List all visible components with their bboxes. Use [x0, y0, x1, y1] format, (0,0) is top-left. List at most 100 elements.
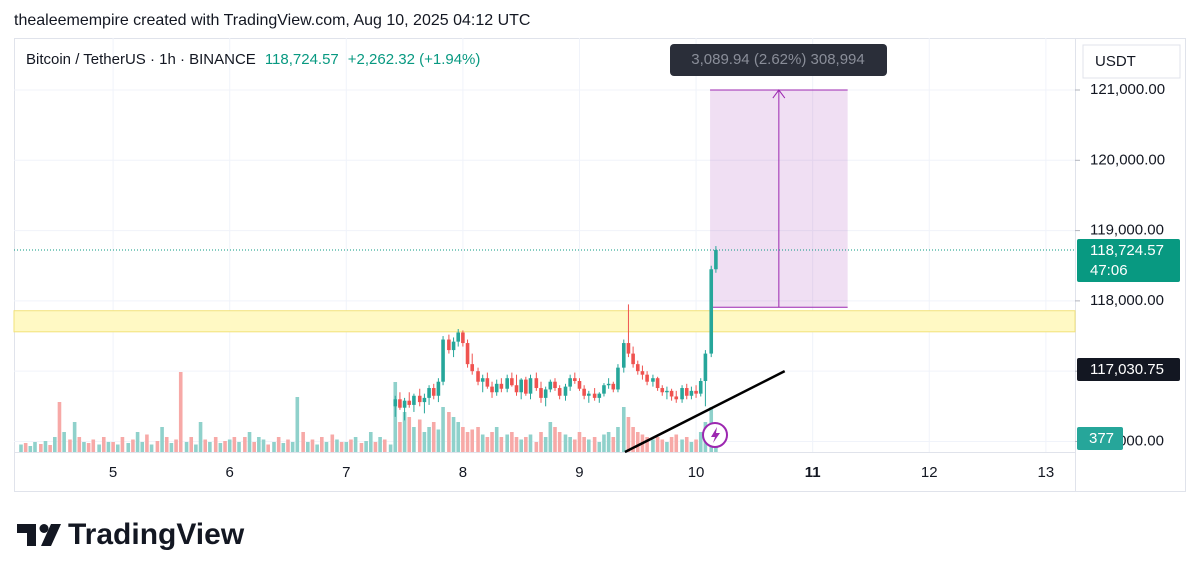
candle-body — [709, 269, 714, 354]
volume-bar — [417, 419, 422, 452]
volume-bar — [616, 427, 620, 452]
volume-bar — [510, 432, 514, 452]
volume-bar — [645, 437, 649, 452]
volume-bar — [344, 442, 349, 452]
candle-body — [669, 390, 674, 397]
volume-bar — [461, 427, 465, 452]
volume-bar — [680, 439, 684, 452]
candle-body — [543, 389, 548, 398]
event-bolt — [711, 427, 720, 443]
volume-bar — [101, 437, 106, 452]
currency: USDT — [1095, 53, 1136, 70]
volume-bar — [368, 432, 373, 452]
volume-bar — [218, 443, 223, 452]
candle-body — [510, 378, 514, 386]
candle-body — [470, 364, 475, 372]
candle-body — [674, 396, 679, 400]
legend-last: 118,724.57 — [265, 51, 339, 68]
volume-bar — [106, 442, 111, 452]
volume-bar — [120, 437, 125, 452]
volume-bar — [62, 432, 66, 452]
volume-bar — [306, 442, 310, 452]
currency-box[interactable] — [1082, 44, 1181, 79]
volume-bar — [451, 417, 456, 452]
volume-bar — [169, 443, 174, 452]
candle-body — [431, 388, 436, 396]
candle-body — [398, 399, 402, 408]
candle-body — [480, 378, 485, 382]
volume-bar — [335, 439, 339, 452]
volume-bar — [237, 442, 241, 452]
candle-body — [528, 378, 533, 394]
volume-bar — [431, 422, 436, 452]
candle-body — [557, 388, 562, 396]
candle-body — [621, 343, 626, 368]
candle-body — [631, 353, 635, 365]
volume-bar — [339, 442, 344, 452]
volume-bar — [315, 444, 319, 452]
volume-bar — [266, 444, 270, 452]
candle-body — [616, 367, 620, 390]
volume-bar — [295, 397, 300, 452]
volume-bar — [160, 427, 164, 452]
volume-bar — [573, 439, 577, 452]
candle-body — [597, 393, 602, 398]
volume-bar — [660, 439, 665, 452]
candle-body — [485, 378, 490, 387]
volume-bar — [164, 437, 169, 452]
volume-bar — [524, 437, 528, 452]
volume-bar — [189, 437, 194, 452]
candle-body — [577, 381, 582, 389]
annotations: 3,089.94 (2.62%) 308,994 — [13, 44, 1076, 454]
volume-bar — [364, 441, 368, 452]
countdown: 47:06 — [1090, 262, 1128, 279]
candle-body — [703, 353, 708, 382]
candle-body — [582, 388, 586, 396]
symbol: Bitcoin / TetherUS · 1h · BINANCE — [26, 51, 256, 68]
volume-bar — [272, 442, 276, 452]
logo-dot — [39, 524, 49, 533]
volume-bar — [178, 372, 183, 452]
volume-bar — [349, 439, 353, 452]
candle-body — [505, 378, 509, 389]
y-tick-label: 120,000.00 — [1090, 151, 1165, 168]
volume-bar — [97, 444, 101, 452]
x-tick-label: 6 — [226, 464, 234, 481]
volume-bar — [485, 437, 490, 452]
volume-bar — [557, 432, 562, 452]
volume-bar — [465, 432, 470, 452]
volume-bar — [53, 437, 57, 452]
volume-bar — [310, 439, 315, 452]
last-price-box — [1077, 238, 1180, 282]
y-tick-label: 119,000.00 — [1090, 222, 1164, 239]
volume-bar — [543, 437, 548, 452]
candle-body — [456, 332, 461, 342]
candle-body — [499, 383, 504, 389]
volume-bar — [480, 434, 485, 452]
candle-body — [422, 397, 427, 403]
volume-bar — [393, 382, 398, 452]
candle-body — [563, 386, 568, 396]
x-tick-label: 7 — [342, 464, 350, 481]
candle-body — [427, 388, 431, 398]
zone — [13, 310, 1076, 333]
volume-bar — [407, 417, 412, 452]
x-tick-label: 11 — [805, 464, 821, 481]
volume-bar — [631, 427, 635, 452]
volume-bar — [149, 444, 154, 452]
axes: 5678910111213116,000.00117,000.00118,000… — [109, 81, 1180, 481]
volume-bar — [174, 439, 178, 452]
volume-bar — [684, 437, 689, 452]
volume-bar — [194, 444, 198, 452]
volume-bar — [145, 434, 149, 452]
volume-bar — [330, 434, 335, 452]
volume-bar — [91, 439, 96, 452]
candle-body — [680, 388, 684, 400]
frame — [14, 38, 1186, 492]
volume-bar — [427, 427, 431, 452]
volume-bar — [19, 444, 23, 452]
candle-body — [587, 393, 591, 396]
volume-bar — [635, 432, 640, 452]
volume-bar — [553, 427, 557, 452]
volume-bar — [324, 442, 329, 452]
